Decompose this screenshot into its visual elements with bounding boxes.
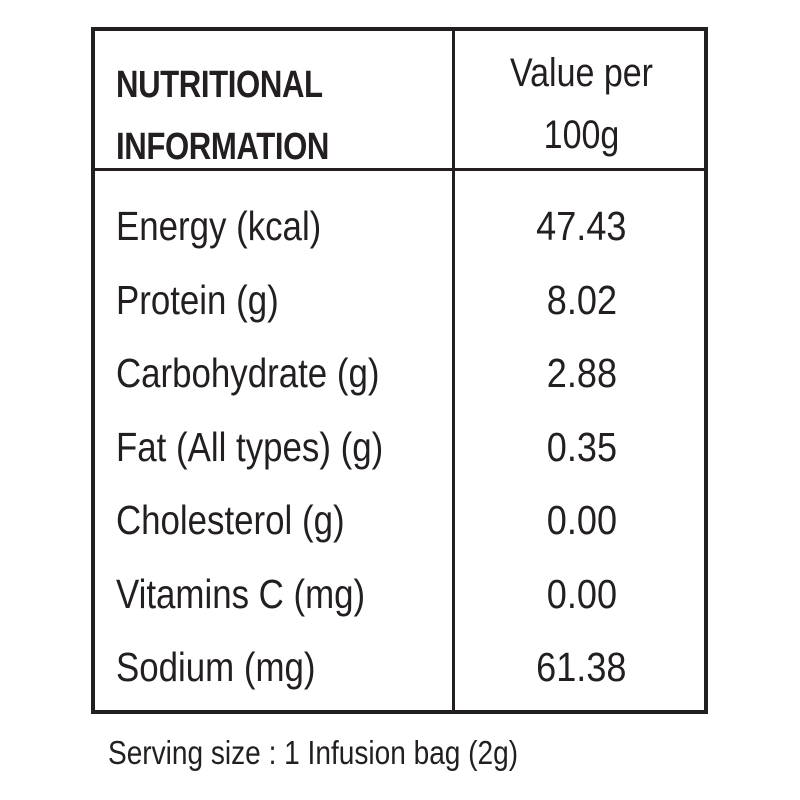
header-title-line-2: INFORMATION [116, 126, 330, 168]
nutrition-table: NUTRITIONAL INFORMATION Value per 100g E… [91, 27, 708, 714]
nutrient-label: Energy (kcal) [116, 203, 322, 249]
nutrient-label: Vitamins C (mg) [116, 570, 366, 617]
nutrient-value: 8.02 [455, 264, 708, 337]
nutrition-header-title: NUTRITIONAL INFORMATION [116, 54, 378, 178]
nutrient-row-fat: Fat (All types) (g) 0.35 [95, 411, 704, 485]
column-divider [452, 31, 455, 710]
nutrient-value-text: 0.35 [546, 423, 617, 470]
nutrient-row-carbohydrate: Carbohydrate (g) 2.88 [95, 337, 704, 411]
value-header-line-1: Value per [509, 51, 654, 95]
nutrient-value: 0.00 [455, 558, 708, 631]
nutrient-row-cholesterol: Cholesterol (g) 0.00 [95, 484, 704, 558]
nutrient-value-text: 8.02 [546, 276, 617, 323]
nutrient-row-energy: Energy (kcal) 47.43 [95, 190, 704, 264]
nutrient-value: 0.00 [455, 484, 708, 557]
nutrient-value: 61.38 [455, 631, 708, 704]
nutrient-value-text: 61.38 [536, 644, 627, 690]
nutrient-value: 2.88 [455, 337, 708, 410]
nutrient-rows: Energy (kcal) 47.43 Protein (g) 8.02 Car… [95, 190, 704, 705]
serving-size-note: Serving size : 1 Infusion bag (2g) [108, 734, 519, 771]
nutrient-value-text: 0.00 [546, 497, 617, 543]
nutrient-label: Protein (g) [116, 276, 279, 323]
nutrient-label: Carbohydrate (g) [116, 350, 380, 396]
nutrient-label: Cholesterol (g) [116, 497, 345, 543]
nutrient-label: Sodium (mg) [116, 644, 316, 690]
nutrient-label: Fat (All types) (g) [116, 423, 384, 470]
header-divider [95, 168, 704, 171]
nutrient-value-text: 47.43 [536, 203, 627, 249]
nutrient-value: 0.35 [455, 411, 708, 484]
nutrient-value-text: 0.00 [546, 570, 617, 617]
header-title-line-1: NUTRITIONAL [116, 64, 323, 106]
value-header-line-2: 100g [543, 113, 620, 157]
nutrient-value-text: 2.88 [546, 350, 617, 396]
nutrient-value: 47.43 [455, 190, 708, 263]
nutrient-row-protein: Protein (g) 8.02 [95, 264, 704, 338]
value-column-header: Value per 100g [455, 42, 708, 166]
nutrient-row-sodium: Sodium (mg) 61.38 [95, 631, 704, 705]
nutrient-row-vitamin-c: Vitamins C (mg) 0.00 [95, 558, 704, 632]
